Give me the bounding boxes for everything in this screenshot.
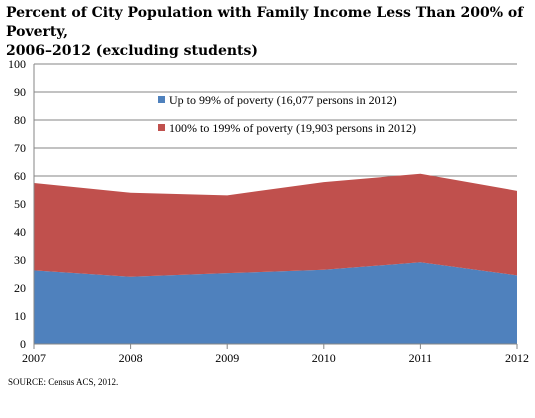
y-tick-label-100: 100	[8, 57, 26, 71]
area-series	[34, 173, 517, 344]
y-tick-label-80: 80	[14, 113, 26, 127]
axes	[33, 64, 517, 345]
y-tick-label-40: 40	[14, 225, 26, 239]
area-series-1	[34, 262, 517, 344]
source-note: SOURCE: Census ACS, 2012.	[8, 377, 119, 387]
chart-title: Percent of City Population with Family I…	[6, 4, 526, 61]
y-tick-label-60: 60	[14, 169, 26, 183]
legend-swatch-2	[158, 124, 165, 131]
x-tick-label-2011: 2011	[409, 351, 433, 365]
x-tick-labels: 2007 2008 2009 2010 2011 2012	[22, 344, 529, 365]
x-tick-label-2008: 2008	[119, 351, 143, 365]
x-tick-label-2009: 2009	[215, 351, 239, 365]
chart-title-line-1: Percent of City Population with Family I…	[6, 5, 524, 40]
x-tick-label-2007: 2007	[22, 351, 46, 365]
y-tick-label-50: 50	[14, 197, 26, 211]
legend-label-2: 100% to 199% of poverty (19,903 persons …	[169, 121, 416, 135]
y-tick-label-70: 70	[14, 141, 26, 155]
y-tick-labels: 0 10 20 30 40 50 60 70 80 90 100	[8, 57, 26, 351]
y-tick-label-10: 10	[14, 309, 26, 323]
legend: Up to 99% of poverty (16,077 persons in …	[158, 93, 416, 135]
x-tick-label-2012: 2012	[505, 351, 529, 365]
y-tick-label-30: 30	[14, 253, 26, 267]
area-series-2	[34, 173, 517, 277]
y-tick-label-0: 0	[20, 337, 26, 351]
legend-label-1: Up to 99% of poverty (16,077 persons in …	[169, 93, 397, 107]
y-tick-label-90: 90	[14, 85, 26, 99]
y-tick-label-20: 20	[14, 281, 26, 295]
x-tick-label-2010: 2010	[312, 351, 336, 365]
chart-title-line-2: 2006–2012 (excluding students)	[6, 43, 259, 59]
legend-swatch-1	[158, 96, 165, 103]
